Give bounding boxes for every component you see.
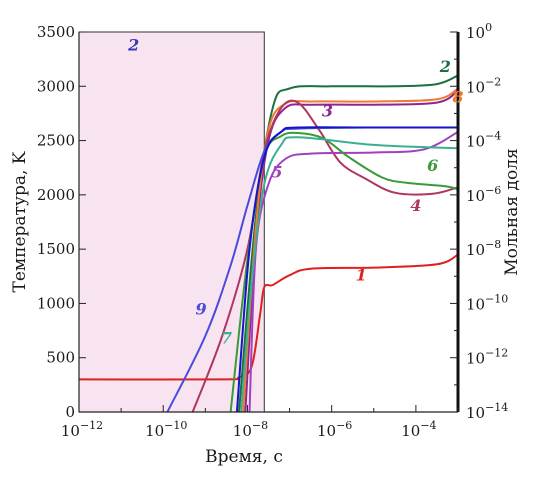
series-label-9: 9 (196, 299, 207, 318)
shaded-region (78, 31, 265, 413)
y-right-tick-label: 10−14 (466, 401, 508, 422)
series-line-4 (191, 99, 459, 413)
shaded-region-label: 2 (127, 35, 139, 54)
series-line-5 (248, 131, 459, 413)
y-left-tick-label: 1000 (37, 294, 75, 312)
series-line-2 (238, 74, 459, 413)
y-right-tick-label: 10−6 (466, 184, 501, 205)
y-left-tick-label: 0 (65, 403, 75, 421)
y-axis-title-left: Температура, K (10, 151, 30, 292)
y-right-tick-label: 10−4 (466, 130, 501, 151)
series-label-5: 5 (271, 162, 282, 181)
series-label-2: 2 (439, 57, 451, 76)
y-right-tick-label: 10−8 (466, 238, 501, 259)
y-left-tick-label: 2500 (37, 132, 75, 150)
y-left-tick-label: 500 (46, 349, 75, 367)
series-line-7 (240, 136, 459, 413)
y-left-tick-label: 3500 (37, 23, 75, 41)
y-right-tick-label: 10−12 (466, 347, 508, 368)
tick-layer: 10−12 10−10 10−8 10−6 10−4050010001500200025… (37, 21, 509, 440)
y-right-tick-label: 100 (466, 21, 492, 42)
x-tick-label: 10−6 (317, 419, 352, 440)
series-label-3: 3 (322, 102, 333, 121)
series-label-4: 4 (410, 196, 421, 215)
x-tick-label: 10−8 (233, 419, 268, 440)
series-label-7: 7 (221, 329, 232, 348)
y-left-tick-label: 1500 (37, 240, 75, 258)
series-label-1: 1 (356, 266, 367, 285)
y-left-tick-label: 2000 (37, 186, 75, 204)
y-right-tick-label: 10−2 (466, 75, 501, 96)
x-axis-title: Время, с (205, 447, 283, 467)
label-layer: 1 2 3 8 4 5 6 97 (196, 57, 464, 347)
x-tick-label: 10−12 (61, 419, 103, 440)
series-label-6: 6 (427, 156, 438, 175)
x-tick-label: 10−4 (401, 419, 436, 440)
shaded-region-layer: 2 (78, 31, 265, 413)
series-line-unlabeled-9 (235, 126, 458, 413)
y-axis-title-right: Мольная доля (502, 148, 522, 276)
series-label-8: 8 (451, 88, 463, 107)
x-tick-label: 10−10 (145, 419, 187, 440)
y-left-tick-label: 3000 (37, 77, 75, 95)
series-layer (78, 74, 459, 413)
y-right-tick-label: 10−10 (466, 292, 508, 313)
